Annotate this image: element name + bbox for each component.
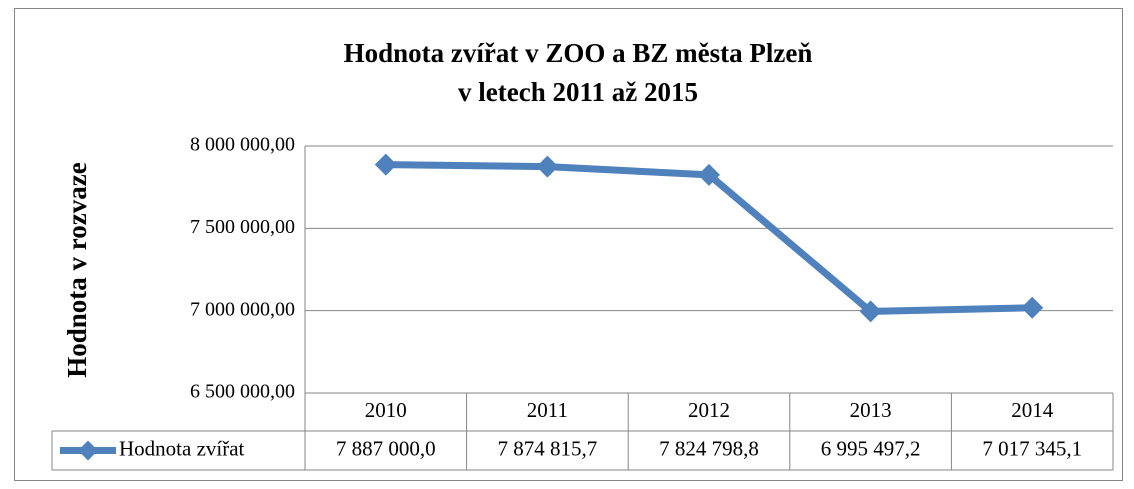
marker (374, 153, 397, 176)
y-axis-label: Hodnota v rozvaze (62, 162, 92, 377)
value-label: 6 995 497,2 (821, 436, 921, 460)
chart-title: v letech 2011 až 2015 (458, 77, 698, 107)
marker (698, 163, 720, 186)
chart-border (14, 8, 1123, 481)
x-tick-label: 2013 (850, 398, 892, 422)
legend-label: Hodnota zvířat (119, 436, 245, 460)
y-tick-label: 7 000 000,00 (190, 298, 295, 320)
legend-marker (78, 440, 98, 461)
value-label: 7 887 000,0 (336, 436, 436, 460)
value-label: 7 824 798,8 (659, 436, 759, 460)
x-tick-label: 2014 (1011, 398, 1054, 422)
chart-title: Hodnota zvířat v ZOO a BZ města Plzeň (344, 38, 813, 68)
y-tick-label: 8 000 000,00 (190, 134, 295, 156)
x-tick-label: 2010 (365, 398, 407, 422)
marker (859, 300, 882, 323)
y-tick-label: 6 500 000,00 (190, 381, 295, 403)
x-tick-label: 2012 (688, 398, 730, 422)
value-label: 7 017 345,1 (982, 436, 1082, 460)
y-tick-label: 7 500 000,00 (190, 216, 295, 238)
x-tick-label: 2011 (527, 398, 568, 422)
value-label: 7 874 815,7 (498, 436, 598, 460)
marker (1021, 296, 1044, 319)
marker (536, 155, 559, 178)
